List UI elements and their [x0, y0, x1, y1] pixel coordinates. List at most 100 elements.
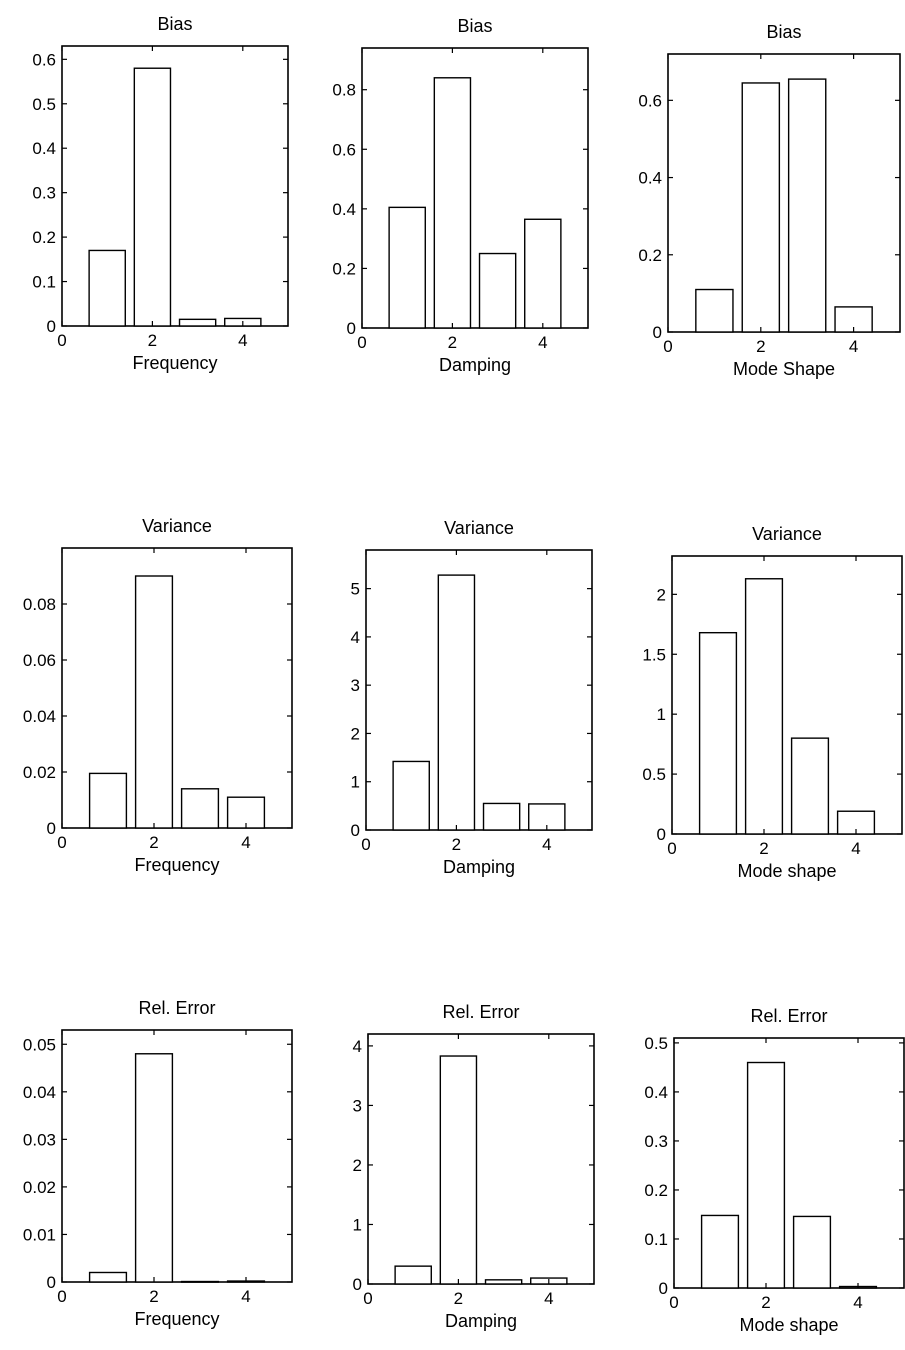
y-tick-label: 2	[657, 585, 666, 604]
bar	[695, 288, 734, 333]
y-tick-label: 0.8	[332, 81, 356, 100]
subplot-7: 0 0.01 0.02 0.03 0.04 0.05 0 2 4 Rel. Error Freque…	[23, 998, 293, 1329]
x-tick-label: 0	[361, 835, 370, 854]
bar	[700, 1214, 740, 1289]
y-tick-label: 0.4	[32, 139, 56, 158]
bar	[388, 206, 426, 329]
y-tick-label: 3	[351, 676, 360, 695]
x-tick-label: 2	[454, 1289, 463, 1308]
chart-title: Variance	[444, 518, 514, 538]
y-tick-label: 1	[351, 773, 360, 792]
y-tick-label: 0.4	[644, 1083, 668, 1102]
y-tick-label: 0.2	[638, 246, 662, 265]
x-tick-label: 0	[57, 331, 66, 350]
axes-frame	[673, 1037, 905, 1289]
bar	[134, 575, 174, 829]
y-tick-label: 0.06	[23, 651, 56, 670]
chart-title: Rel. Error	[442, 1002, 519, 1022]
y-tick-label: 5	[351, 580, 360, 599]
x-tick-label: 4	[238, 331, 247, 350]
axes-frame	[61, 547, 293, 829]
bar	[133, 67, 172, 327]
y-tick-label: 0	[47, 819, 56, 838]
chart-title: Variance	[142, 516, 212, 536]
y-tick-label: 0.5	[642, 765, 666, 784]
y-tick-label: 0.6	[638, 91, 662, 110]
bar	[394, 1265, 432, 1285]
axes-frame	[667, 53, 901, 333]
bar	[746, 1061, 786, 1289]
bar	[433, 77, 472, 329]
chart-title: Bias	[766, 22, 801, 42]
y-tick-label: 4	[351, 628, 360, 647]
bar	[180, 1280, 220, 1283]
x-tick-label: 0	[357, 333, 366, 352]
bar	[437, 574, 476, 831]
subplot-8: 0 1 2 3 4 0 2 4 Rel. Error Damping	[353, 1002, 595, 1331]
subplot-9: 0 0.1 0.2 0.3 0.4 0.5 0 2 4 Rel. Error Mode shape	[644, 1006, 905, 1335]
bar	[88, 1271, 128, 1283]
subplot-6: 0 0.5 1 1.5 2 0 2 4 Variance Mode shape	[642, 524, 903, 881]
y-tick-label: 0.2	[32, 228, 56, 247]
x-tick-label: 0	[363, 1289, 372, 1308]
x-tick-label: 4	[853, 1293, 862, 1312]
x-axis-label: Damping	[439, 355, 511, 375]
y-tick-label: 0.2	[332, 259, 356, 278]
y-tick-label: 0.1	[644, 1230, 668, 1249]
x-axis-label: Mode shape	[739, 1315, 838, 1335]
y-tick-label: 0	[47, 1273, 56, 1292]
bar	[698, 631, 738, 835]
x-tick-label: 4	[542, 835, 551, 854]
bar	[524, 218, 562, 329]
x-tick-label: 4	[851, 839, 860, 858]
y-tick-label: 2	[351, 724, 360, 743]
x-axis-label: Frequency	[134, 1309, 219, 1329]
bar	[792, 1215, 832, 1289]
y-tick-label: 0	[47, 317, 56, 336]
y-tick-label: 2	[353, 1156, 362, 1175]
x-tick-label: 0	[669, 1293, 678, 1312]
y-tick-label: 0.6	[32, 50, 56, 69]
y-tick-label: 1.5	[642, 645, 666, 664]
axes-frame	[671, 555, 903, 835]
bar	[478, 252, 517, 329]
subplot-2: 0 0.2 0.4 0.6 0.8 0 2 4 Bias Damping	[332, 16, 589, 375]
y-tick-label: 0.2	[644, 1181, 668, 1200]
y-tick-label: 0	[653, 323, 662, 342]
x-axis-label: Frequency	[134, 855, 219, 875]
chart-title: Bias	[157, 14, 192, 34]
y-tick-label: 0	[657, 825, 666, 844]
x-tick-label: 4	[544, 1289, 553, 1308]
bar	[439, 1055, 478, 1285]
x-tick-label: 0	[667, 839, 676, 858]
axes-frame	[361, 47, 589, 329]
x-axis-label: Mode Shape	[733, 359, 835, 379]
bar	[744, 578, 784, 835]
x-tick-label: 2	[452, 835, 461, 854]
x-tick-label: 4	[538, 333, 547, 352]
x-tick-label: 2	[149, 833, 158, 852]
axes-frame	[61, 1029, 293, 1283]
y-tick-label: 0.1	[32, 273, 56, 292]
bar	[178, 318, 217, 327]
bar	[790, 737, 830, 835]
y-tick-label: 0.03	[23, 1130, 56, 1149]
y-tick-label: 1	[353, 1215, 362, 1234]
x-tick-label: 2	[148, 331, 157, 350]
bar	[134, 1053, 174, 1283]
bar	[180, 788, 220, 829]
y-tick-label: 3	[353, 1096, 362, 1115]
x-axis-label: Mode shape	[737, 861, 836, 881]
y-tick-label: 0	[347, 319, 356, 338]
y-tick-label: 0.3	[644, 1132, 668, 1151]
axes-frame	[365, 549, 593, 831]
chart-title: Rel. Error	[750, 1006, 827, 1026]
bar	[484, 1279, 523, 1285]
axes-frame	[61, 45, 289, 327]
chart-title: Variance	[752, 524, 822, 544]
y-tick-label: 0.6	[332, 140, 356, 159]
y-tick-label: 0	[351, 821, 360, 840]
x-tick-label: 0	[57, 833, 66, 852]
y-tick-label: 0.5	[644, 1034, 668, 1053]
y-tick-label: 0.5	[32, 95, 56, 114]
